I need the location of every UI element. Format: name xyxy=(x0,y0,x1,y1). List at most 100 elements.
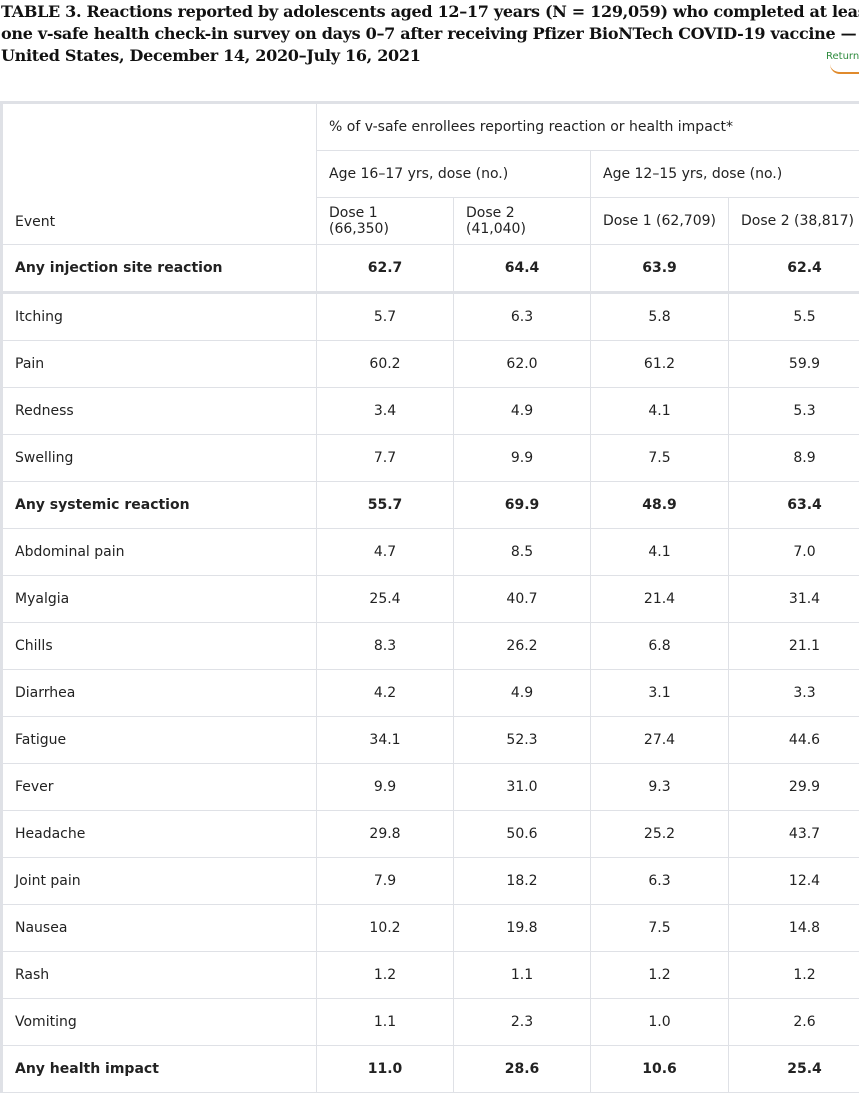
event-cell: Abdominal pain xyxy=(3,529,317,576)
value-cell: 69.9 xyxy=(454,482,591,529)
value-cell: 25.4 xyxy=(317,576,454,623)
value-cell: 2.3 xyxy=(454,999,591,1046)
header-col: Dose 2 (41,040) xyxy=(454,198,591,245)
value-cell: 62.4 xyxy=(729,245,859,293)
event-cell: Fatigue xyxy=(3,717,317,764)
value-cell: 19.8 xyxy=(454,905,591,952)
value-cell: 8.9 xyxy=(729,435,859,482)
event-cell: Chills xyxy=(3,623,317,670)
value-cell: 1.0 xyxy=(591,999,729,1046)
value-cell: 14.8 xyxy=(729,905,859,952)
value-cell: 52.3 xyxy=(454,717,591,764)
value-cell: 43.7 xyxy=(729,811,859,858)
value-cell: 3.3 xyxy=(729,670,859,717)
value-cell: 3.4 xyxy=(317,388,454,435)
value-cell: 40.7 xyxy=(454,576,591,623)
value-cell: 11.0 xyxy=(317,1046,454,1093)
value-cell: 9.9 xyxy=(317,764,454,811)
event-cell: Fever xyxy=(3,764,317,811)
event-cell: Pain xyxy=(3,341,317,388)
value-cell: 8.3 xyxy=(317,623,454,670)
return-arc-icon xyxy=(830,64,859,74)
value-cell: 25.4 xyxy=(729,1046,859,1093)
value-cell: 61.2 xyxy=(591,341,729,388)
value-cell: 5.5 xyxy=(729,293,859,341)
event-cell: Swelling xyxy=(3,435,317,482)
value-cell: 4.7 xyxy=(317,529,454,576)
value-cell: 34.1 xyxy=(317,717,454,764)
value-cell: 4.1 xyxy=(591,388,729,435)
value-cell: 64.4 xyxy=(454,245,591,293)
value-cell: 4.2 xyxy=(317,670,454,717)
value-cell: 48.9 xyxy=(591,482,729,529)
reactions-table: Event % of v-safe enrollees reporting re… xyxy=(2,103,859,1093)
event-cell: Redness xyxy=(3,388,317,435)
event-cell: Joint pain xyxy=(3,858,317,905)
header-span: % of v-safe enrollees reporting reaction… xyxy=(317,104,859,151)
value-cell: 9.3 xyxy=(591,764,729,811)
value-cell: 44.6 xyxy=(729,717,859,764)
value-cell: 10.2 xyxy=(317,905,454,952)
event-cell: Any health impact xyxy=(3,1046,317,1093)
event-cell: Nausea xyxy=(3,905,317,952)
value-cell: 21.1 xyxy=(729,623,859,670)
header-col: Dose 1 (62,709) xyxy=(591,198,729,245)
event-cell: Vomiting xyxy=(3,999,317,1046)
value-cell: 31.4 xyxy=(729,576,859,623)
header-col: Dose 2 (38,817) xyxy=(729,198,859,245)
value-cell: 2.6 xyxy=(729,999,859,1046)
event-cell: Headache xyxy=(3,811,317,858)
value-cell: 63.9 xyxy=(591,245,729,293)
value-cell: 18.2 xyxy=(454,858,591,905)
value-cell: 6.3 xyxy=(454,293,591,341)
header-group-12-15: Age 12–15 yrs, dose (no.) xyxy=(591,151,859,198)
value-cell: 7.9 xyxy=(317,858,454,905)
value-cell: 4.9 xyxy=(454,670,591,717)
table-title: TABLE 3. Reactions reported by adolescen… xyxy=(1,1,859,67)
value-cell: 50.6 xyxy=(454,811,591,858)
value-cell: 7.7 xyxy=(317,435,454,482)
value-cell: 29.9 xyxy=(729,764,859,811)
value-cell: 21.4 xyxy=(591,576,729,623)
table-container: Event % of v-safe enrollees reporting re… xyxy=(0,101,859,1093)
header-group-16-17: Age 16–17 yrs, dose (no.) xyxy=(317,151,591,198)
value-cell: 31.0 xyxy=(454,764,591,811)
value-cell: 55.7 xyxy=(317,482,454,529)
event-cell: Rash xyxy=(3,952,317,999)
value-cell: 7.0 xyxy=(729,529,859,576)
event-cell: Diarrhea xyxy=(3,670,317,717)
return-link[interactable]: Return xyxy=(826,51,859,62)
value-cell: 5.8 xyxy=(591,293,729,341)
value-cell: 1.2 xyxy=(591,952,729,999)
value-cell: 8.5 xyxy=(454,529,591,576)
header-col: Dose 1 (66,350) xyxy=(317,198,454,245)
value-cell: 12.4 xyxy=(729,858,859,905)
value-cell: 1.1 xyxy=(317,999,454,1046)
value-cell: 5.3 xyxy=(729,388,859,435)
value-cell: 4.1 xyxy=(591,529,729,576)
value-cell: 59.9 xyxy=(729,341,859,388)
value-cell: 63.4 xyxy=(729,482,859,529)
value-cell: 60.2 xyxy=(317,341,454,388)
event-cell: Any injection site reaction xyxy=(3,245,317,293)
value-cell: 3.1 xyxy=(591,670,729,717)
event-cell: Myalgia xyxy=(3,576,317,623)
value-cell: 5.7 xyxy=(317,293,454,341)
value-cell: 28.6 xyxy=(454,1046,591,1093)
